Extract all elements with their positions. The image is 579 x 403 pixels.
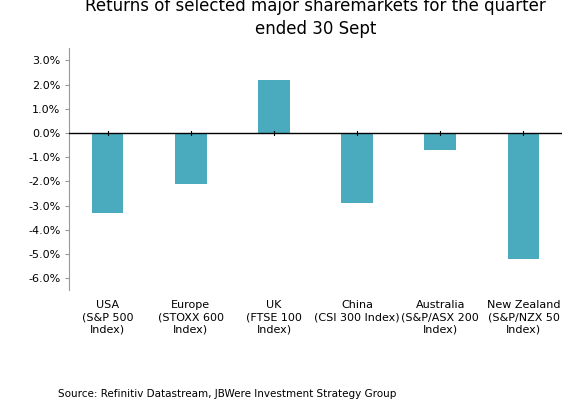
Text: Source: Refinitiv Datastream, JBWere Investment Strategy Group: Source: Refinitiv Datastream, JBWere Inv… <box>58 389 396 399</box>
Title: Returns of selected major sharemarkets for the quarter
ended 30 Sept: Returns of selected major sharemarkets f… <box>85 0 546 38</box>
Bar <box>424 133 456 150</box>
Bar <box>175 133 207 184</box>
Bar <box>342 133 373 203</box>
Bar <box>258 80 290 133</box>
Bar <box>508 133 539 259</box>
Bar <box>92 133 123 213</box>
